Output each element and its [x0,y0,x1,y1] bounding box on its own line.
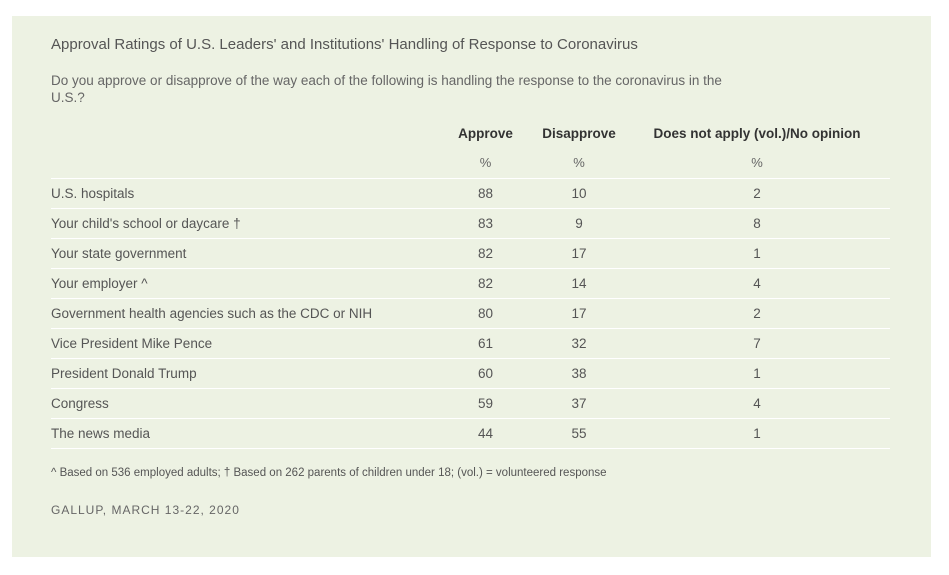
row-approve-value: 80 [437,298,534,329]
row-no-opinion-value: 4 [624,388,890,419]
header-disapprove: Disapprove [542,125,616,141]
row-disapprove-value: 17 [534,298,624,329]
chart-title: Approval Ratings of U.S. Leaders' and In… [51,36,638,53]
row-label: Vice President Mike Pence [51,328,437,359]
table-row: Congress 59 37 4 [51,388,890,419]
unit-approve: % [437,146,534,179]
row-label: U.S. hospitals [51,178,437,209]
chart-card: Approval Ratings of U.S. Leaders' and In… [12,16,931,557]
row-disapprove-value: 38 [534,358,624,389]
row-disapprove-value: 10 [534,178,624,209]
row-disapprove-value: 17 [534,238,624,269]
row-label: Your employer ^ [51,268,437,299]
header-no-opinion: Does not apply (vol.)/No opinion [653,125,861,141]
unit-disapprove: % [534,146,624,179]
row-approve-value: 82 [437,238,534,269]
results-table: Approve Disapprove Does not apply (vol.)… [51,120,890,449]
row-approve-value: 59 [437,388,534,419]
row-disapprove-value: 55 [534,418,624,449]
table-row: Your child's school or daycare † 83 9 8 [51,208,890,239]
table-row: Your state government 82 17 1 [51,238,890,269]
row-approve-value: 82 [437,268,534,299]
row-no-opinion-value: 2 [624,178,890,209]
row-no-opinion-value: 1 [624,238,890,269]
units-blank [51,146,437,179]
table-row: The news media 44 55 1 [51,418,890,449]
row-no-opinion-value: 7 [624,328,890,359]
row-disapprove-value: 37 [534,388,624,419]
row-label: Government health agencies such as the C… [51,298,437,329]
row-approve-value: 88 [437,178,534,209]
row-no-opinion-value: 1 [624,358,890,389]
row-label: Congress [51,388,437,419]
header-item [51,120,437,146]
table-row: U.S. hospitals 88 10 2 [51,178,890,209]
row-approve-value: 61 [437,328,534,359]
table-row: Government health agencies such as the C… [51,298,890,329]
row-disapprove-value: 9 [534,208,624,239]
row-disapprove-value: 14 [534,268,624,299]
table-row: Vice President Mike Pence 61 32 7 [51,328,890,359]
table-row: President Donald Trump 60 38 1 [51,358,890,389]
row-label: Your state government [51,238,437,269]
row-label: The news media [51,418,437,449]
row-approve-value: 60 [437,358,534,389]
row-label: President Donald Trump [51,358,437,389]
row-no-opinion-value: 8 [624,208,890,239]
footnote: ^ Based on 536 employed adults; † Based … [51,467,607,479]
row-no-opinion-value: 1 [624,418,890,449]
row-label: Your child's school or daycare † [51,208,437,239]
row-approve-value: 83 [437,208,534,239]
row-no-opinion-value: 4 [624,268,890,299]
unit-no-opinion: % [624,146,890,179]
table-body: U.S. hospitals 88 10 2 Your child's school o… [51,178,890,449]
table-row: Your employer ^ 82 14 4 [51,268,890,299]
table-header-row: Approve Disapprove Does not apply (vol.)… [51,120,890,146]
header-approve: Approve [458,125,513,141]
source-line: GALLUP, MARCH 13-22, 2020 [51,503,240,517]
row-disapprove-value: 32 [534,328,624,359]
table-units-row: % % % [51,146,890,179]
row-no-opinion-value: 2 [624,298,890,329]
row-approve-value: 44 [437,418,534,449]
survey-question: Do you approve or disapprove of the way … [51,73,722,105]
